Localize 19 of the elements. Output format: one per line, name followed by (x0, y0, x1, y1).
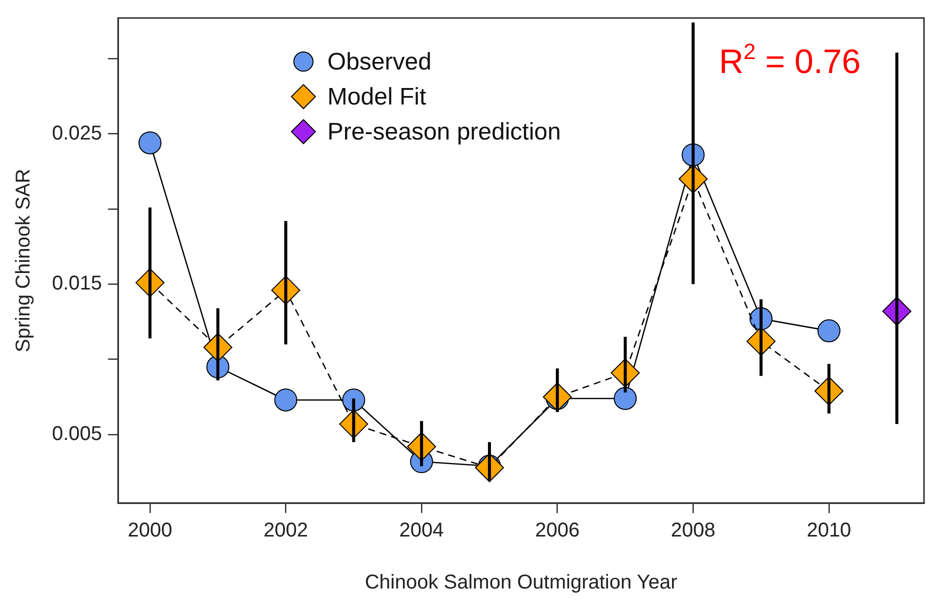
x-tick-label: 2002 (264, 520, 308, 542)
point (342, 388, 366, 412)
x-axis-title: Chinook Salmon Outmigration Year (364, 572, 678, 594)
y-tick-label: 0.025 (52, 122, 102, 144)
x-tick-label: 2010 (806, 520, 852, 542)
legend-label: Pre-season prediction (327, 118, 561, 146)
x-tick-label: 2000 (128, 520, 172, 542)
legend-label: Model Fit (327, 83, 426, 110)
legend-label: Observed (327, 48, 432, 76)
point (138, 131, 162, 154)
point (817, 319, 840, 342)
y-axis-title: Spring Chinook SAR (12, 168, 35, 352)
x-tick-label: 2004 (399, 520, 444, 542)
y-tick-label: 0.015 (52, 272, 102, 295)
y-tick-label: 0.005 (52, 423, 102, 446)
x-tick-label: 2008 (670, 520, 716, 542)
point (614, 386, 637, 410)
x-tick-label: 2006 (535, 520, 580, 542)
point (274, 388, 298, 412)
